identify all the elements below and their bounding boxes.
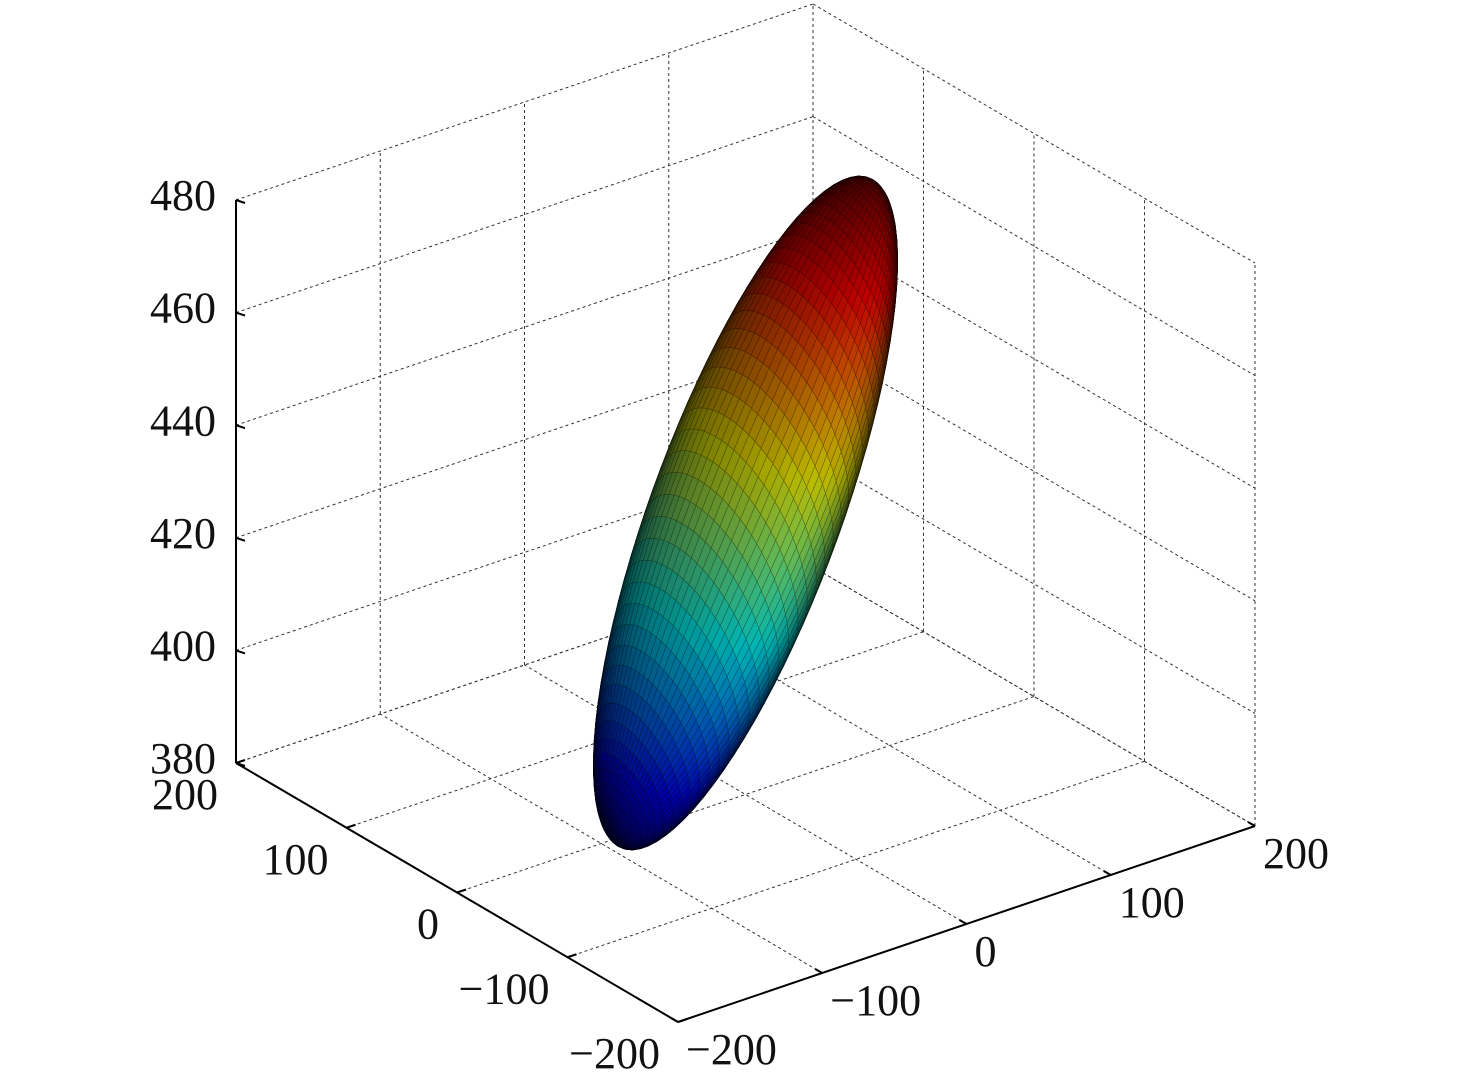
tick-mark	[235, 649, 246, 655]
x-tick-label: −100	[830, 976, 921, 1025]
y-tick-label: 200	[152, 770, 218, 819]
grid-line	[812, 116, 1256, 377]
tick-mark	[670, 1017, 679, 1023]
z-tick-label: 480	[150, 171, 216, 220]
tick-mark	[346, 823, 356, 829]
y-tick-label: −200	[569, 1029, 660, 1078]
tick-mark	[677, 1018, 688, 1023]
tick-mark	[235, 424, 246, 430]
grid-line	[812, 453, 1256, 714]
tick-mark	[814, 968, 823, 974]
axes	[235, 199, 1256, 1023]
tick-mark	[1247, 821, 1256, 827]
tick-labels: 380 400 420 440 460 480 −200 −100 0 100 200 −200 −10…	[150, 171, 1329, 1078]
tick-mark	[567, 953, 577, 959]
surface-facet	[866, 269, 876, 292]
x-tick-label: 0	[975, 927, 997, 976]
x-tick-label: −200	[686, 1025, 777, 1074]
tick-mark	[235, 536, 246, 542]
tick-mark	[1103, 870, 1112, 876]
y-tick-label: −100	[459, 964, 550, 1013]
z-tick-label: 440	[150, 396, 216, 445]
grid	[235, 3, 1256, 1023]
z-tick-label: 380	[150, 734, 216, 783]
surface	[593, 175, 898, 851]
grid-line	[812, 341, 1256, 602]
y-tick-label: 0	[417, 900, 439, 949]
z-tick-label: 420	[150, 509, 216, 558]
tick-mark	[456, 888, 467, 894]
tick-mark	[959, 919, 967, 925]
grid-line	[812, 566, 1256, 827]
grid-line	[379, 713, 823, 974]
x-tick-label: 100	[1119, 878, 1185, 927]
tick-mark	[235, 311, 246, 317]
tick-mark	[235, 759, 246, 764]
grid-line	[812, 3, 1256, 264]
y-tick-label: 100	[263, 835, 329, 884]
x-tick-label: 200	[1263, 829, 1329, 878]
z-tick-label: 460	[150, 284, 216, 333]
tick-mark	[235, 199, 246, 204]
z-tick-label: 400	[150, 621, 216, 670]
